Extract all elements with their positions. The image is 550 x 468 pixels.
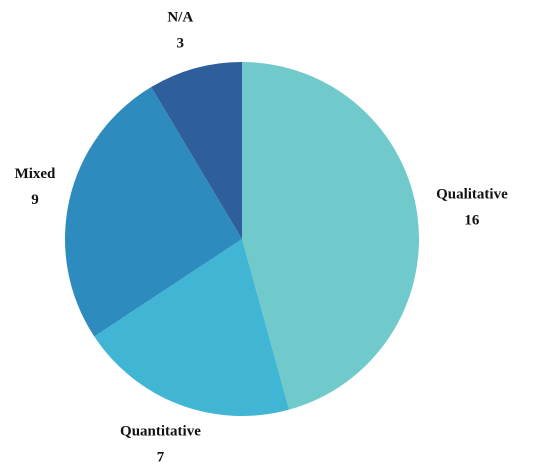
pie-slice [151,62,242,239]
pie-slice [242,62,420,410]
slice-label: N/A [167,9,193,25]
slice-value: 16 [464,212,480,228]
slice-label: Mixed [15,166,56,182]
slice-value: 7 [157,449,165,465]
slice-label: Qualitative [436,186,508,202]
slice-value: 3 [177,35,185,51]
slice-label: Quantitative [120,423,201,439]
slice-value: 9 [31,192,39,208]
pie-slice [64,87,242,337]
pie-slice [94,239,290,417]
